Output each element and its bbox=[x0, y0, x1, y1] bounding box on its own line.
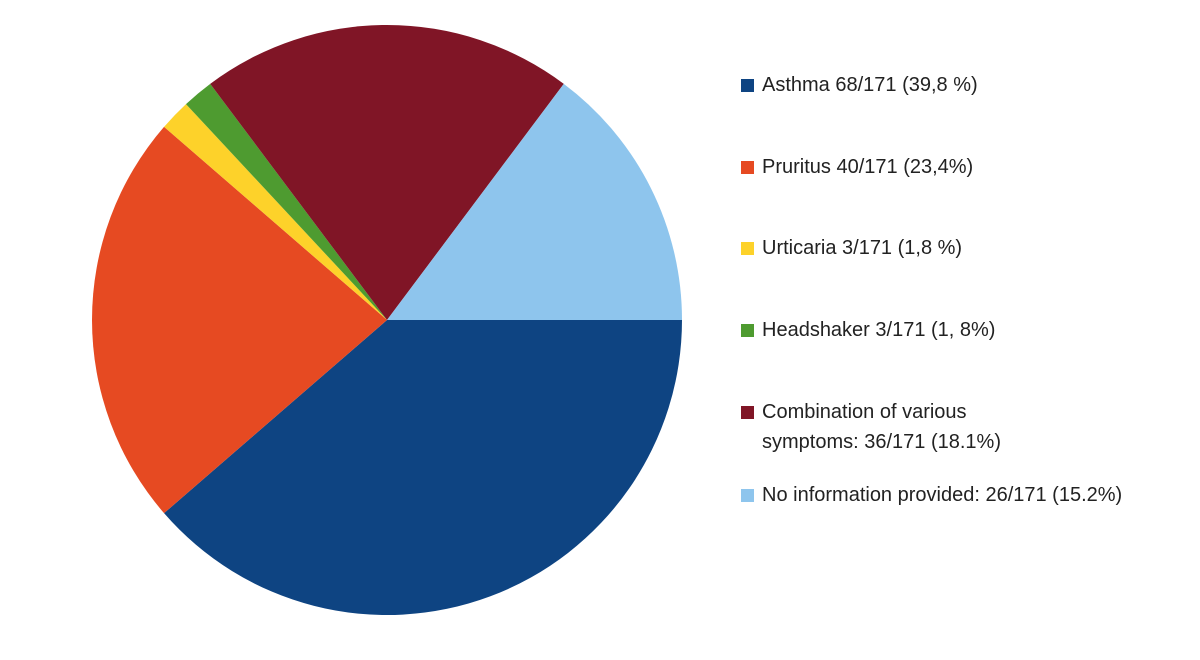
pie-slice bbox=[164, 104, 387, 320]
pie bbox=[92, 25, 682, 615]
pie-slice bbox=[210, 25, 564, 321]
legend-label: No information provided: 26/171 (15.2%) bbox=[762, 484, 1123, 506]
legend-item: Headshaker 3/171 (1, 8%) bbox=[741, 315, 995, 345]
legend-item: Urticaria 3/171 (1,8 %) bbox=[741, 233, 962, 263]
pie-slice bbox=[164, 320, 682, 615]
legend-label: Urticaria 3/171 (1,8 %) bbox=[762, 237, 963, 259]
legend-swatch bbox=[741, 79, 754, 92]
legend-swatch bbox=[741, 324, 754, 337]
legend-swatch bbox=[741, 489, 754, 502]
legend-item: Pruritus 40/171 (23,4%) bbox=[741, 152, 973, 182]
legend-swatch bbox=[741, 406, 754, 419]
legend-label: Combination of various symptoms: 36/171 … bbox=[762, 401, 1001, 453]
legend-item: Asthma 68/171 (39,8 %) bbox=[741, 70, 978, 100]
pie-slice bbox=[92, 126, 387, 514]
legend-item: No information provided: 26/171 (15.2%) bbox=[741, 480, 1122, 510]
legend-item: Combination of various symptoms: 36/171 … bbox=[741, 397, 1022, 457]
legend-swatch bbox=[741, 161, 754, 174]
legend-swatch bbox=[741, 242, 754, 255]
legend-label: Pruritus 40/171 (23,4%) bbox=[762, 156, 974, 178]
legend-label: Headshaker 3/171 (1, 8%) bbox=[762, 319, 996, 341]
pie-slice bbox=[387, 83, 682, 320]
pie-slice bbox=[185, 83, 387, 320]
legend-label: Asthma 68/171 (39,8 %) bbox=[762, 74, 978, 96]
